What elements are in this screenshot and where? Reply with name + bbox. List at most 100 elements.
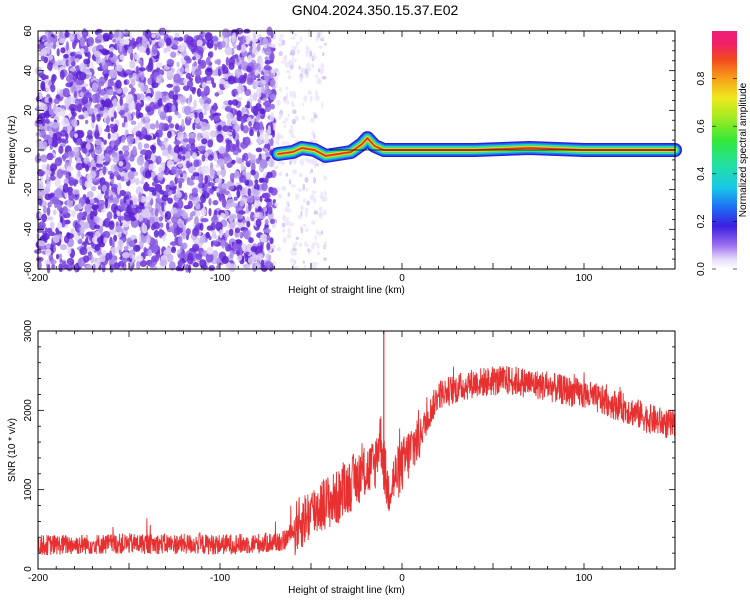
heatmap-cell xyxy=(224,46,233,56)
heatmap-cell xyxy=(183,55,191,61)
heatmap-cell xyxy=(112,171,120,177)
heatmap-cell xyxy=(101,99,106,108)
heatmap-cell xyxy=(289,90,294,97)
heatmap-cell xyxy=(144,29,152,39)
heatmap-cell xyxy=(205,252,214,263)
heatmap-cell xyxy=(269,218,275,225)
snr-x-axis-label: Height of straight line (km) xyxy=(288,585,405,596)
heatmap-cell xyxy=(53,104,58,115)
heatmap-cell xyxy=(69,34,75,41)
heatmap-cell xyxy=(266,234,271,241)
colorbar-tick-label: 0.2 xyxy=(696,214,707,228)
heatmap-cell xyxy=(253,92,258,101)
heatmap-cell xyxy=(238,74,247,84)
heatmap-cell xyxy=(177,259,183,268)
heatmap-cell xyxy=(168,261,176,271)
heatmap-cell xyxy=(285,219,290,226)
heatmap-cell xyxy=(122,222,129,228)
heatmap-cell xyxy=(177,44,185,53)
heatmap-cell xyxy=(161,149,169,157)
heatmap-cell xyxy=(101,184,107,192)
heatmap-cell xyxy=(236,84,245,94)
heatmap-cell xyxy=(79,48,85,54)
heatmap-cell xyxy=(314,234,317,242)
heatmap-cell xyxy=(269,93,277,101)
heatmap-cell xyxy=(54,157,63,167)
heatmap-cell xyxy=(266,242,271,251)
heatmap-cell xyxy=(158,38,165,48)
heatmap-cell xyxy=(158,216,164,222)
heatmap-cell xyxy=(103,139,107,145)
heatmap-cell xyxy=(286,208,291,213)
heatmap-cell xyxy=(90,159,96,167)
heatmap-cell xyxy=(232,129,236,139)
heatmap-cell xyxy=(295,193,300,200)
heatmap-cell xyxy=(143,247,147,253)
heatmap-cell xyxy=(205,123,211,131)
heatmap-cell xyxy=(298,172,303,178)
heatmap-cell xyxy=(284,54,288,62)
heatmap-cell xyxy=(144,116,149,124)
heatmap-cell xyxy=(146,64,153,72)
heatmap-cell xyxy=(247,188,251,197)
heatmap-cell xyxy=(89,210,94,221)
heatmap-cell xyxy=(158,167,163,172)
heatmap-cell xyxy=(82,147,88,154)
heatmap-cell xyxy=(68,176,75,187)
heatmap-cell xyxy=(207,182,215,187)
heatmap-cell xyxy=(292,169,298,175)
heatmap-cell xyxy=(190,174,196,181)
heatmap-cell xyxy=(118,161,124,167)
heatmap-cell xyxy=(48,137,52,146)
heatmap-cell xyxy=(163,104,170,113)
heatmap-cell xyxy=(300,66,304,74)
heatmap-cell xyxy=(228,99,233,106)
heatmap-cell xyxy=(192,262,199,268)
heatmap-cell xyxy=(72,146,80,153)
heatmap-cell xyxy=(140,73,145,81)
heatmap-cell xyxy=(167,197,174,204)
snr-x-tick-label: -200 xyxy=(28,573,48,584)
heatmap-cell xyxy=(124,122,128,129)
heatmap-cell xyxy=(128,240,136,247)
heatmap-cell xyxy=(289,160,292,166)
heatmap-cell xyxy=(84,52,89,57)
heatmap-cell xyxy=(213,151,218,162)
heatmap-cell xyxy=(82,68,91,73)
heatmap-cell xyxy=(66,232,71,237)
heatmap-cell xyxy=(202,96,209,101)
heatmap-cell xyxy=(207,154,214,161)
heatmap-cell xyxy=(270,103,275,110)
heatmap-cell xyxy=(160,106,165,112)
heatmap-cell xyxy=(177,253,185,259)
heatmap-cell xyxy=(162,234,167,242)
heatmap-cell xyxy=(242,137,246,145)
heatmap-cell xyxy=(94,145,103,155)
heatmap-cell xyxy=(113,111,117,120)
heatmap-cell xyxy=(153,229,159,238)
heatmap-cell xyxy=(282,120,287,124)
heatmap-cell xyxy=(282,236,287,244)
heatmap-cell xyxy=(101,48,108,56)
heatmap-cell xyxy=(242,152,249,162)
heatmap-cell xyxy=(96,236,104,244)
heatmap-cell xyxy=(47,216,54,221)
heatmap-cell xyxy=(163,47,168,54)
heatmap-cell xyxy=(144,161,149,168)
heatmap-cell xyxy=(263,64,271,71)
heatmap-cell xyxy=(159,111,167,121)
heatmap-cell xyxy=(41,164,47,172)
heatmap-cell xyxy=(201,165,210,175)
heatmap-cell xyxy=(228,186,235,191)
heatmap-cell xyxy=(302,102,305,107)
heatmap-cell xyxy=(110,194,114,201)
heatmap-cell xyxy=(268,157,275,168)
heatmap-cell xyxy=(135,65,139,76)
heatmap-cell xyxy=(65,82,73,88)
heatmap-cell xyxy=(128,101,136,111)
heatmap-cell xyxy=(45,84,50,93)
heatmap-cell xyxy=(293,261,296,265)
heatmap-cell xyxy=(204,75,213,81)
heatmap-cell xyxy=(198,182,203,189)
heatmap-cell xyxy=(81,176,85,186)
